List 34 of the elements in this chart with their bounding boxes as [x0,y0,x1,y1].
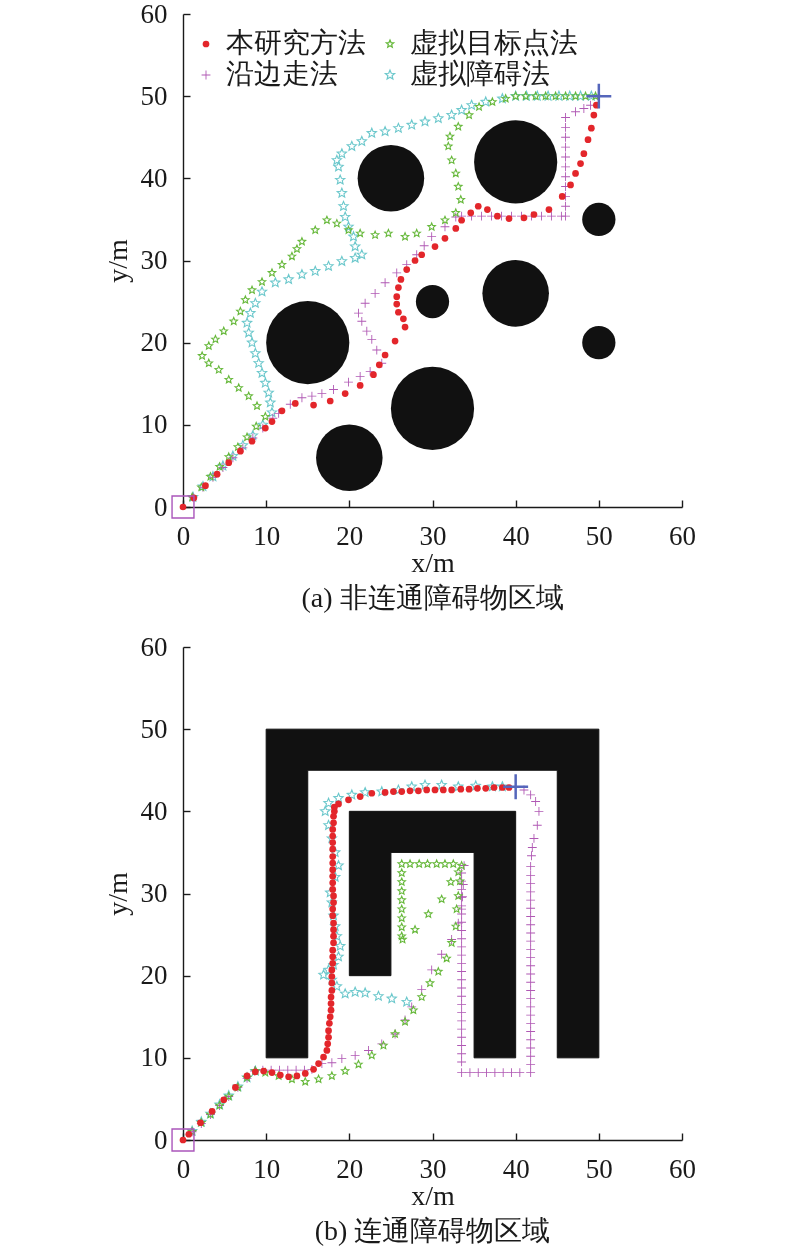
y-tick-label: 20 [140,327,168,358]
legend-label: 本研究方法 [226,27,366,58]
y-tick-label: 0 [154,491,168,522]
y-tick-label: 10 [140,409,168,440]
x-tick-label: 50 [585,520,613,551]
y-tick-label: 30 [140,878,168,908]
x-tick-label: 10 [253,1153,281,1184]
x-tick-label: 0 [176,520,191,551]
y-tick-label: 0 [154,1124,168,1155]
x-tick-label: 0 [176,1153,191,1184]
y-tick-label: 60 [140,631,168,662]
y-tick-label: 10 [140,1042,168,1073]
y-tick-label: 40 [140,795,168,826]
y-tick-label: 40 [140,162,168,193]
x-tick-label: 40 [502,520,530,551]
text: (a) 非连通障碍物区域 [301,582,564,613]
legend-label: 沿边走法 [226,58,338,89]
legend-label: 虚拟目标点法 [410,27,578,58]
x-tick-label: 60 [669,1153,696,1184]
y-tick-label: 30 [140,245,168,275]
legend-label: 虚拟障碍法 [410,58,550,89]
y-tick-label: 50 [140,713,168,744]
x-tick-label: 50 [585,1153,613,1184]
y-tick-label: 50 [140,80,168,111]
x-tick-label: 10 [253,520,281,551]
y-tick-label: 60 [140,0,168,29]
x-tick-label: 60 [669,520,696,551]
y-axis-title: y/m [101,872,133,916]
x-tick-label: 20 [336,520,364,551]
x-tick-label: 20 [336,1153,364,1184]
y-tick-label: 20 [140,960,168,991]
x-tick-label: 40 [502,1153,530,1184]
text: (b) 连通障碍物区域 [314,1215,551,1246]
y-axis-title: y/m [101,239,133,283]
